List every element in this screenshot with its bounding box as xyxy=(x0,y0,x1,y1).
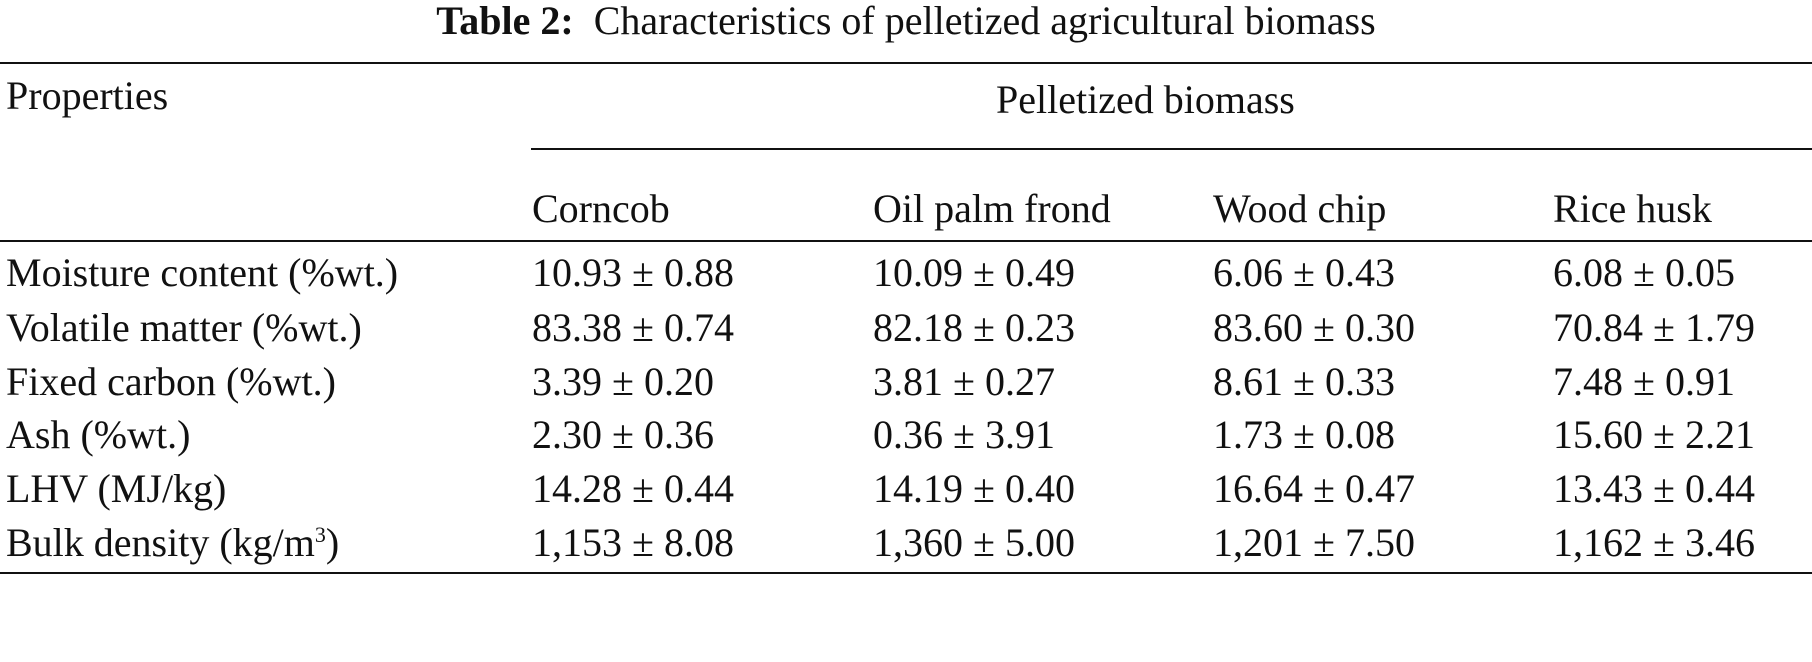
column-header-oil-palm-frond: Oil palm frond xyxy=(873,186,1111,231)
table-caption: Table 2: Characteristics of pelletized a… xyxy=(0,0,1812,44)
cell-lhv-rice-husk: 13.43 ± 0.44 xyxy=(1553,466,1755,511)
top-rule xyxy=(0,62,1812,64)
table-caption-label: Table 2: xyxy=(436,0,574,43)
group-header-rule xyxy=(531,148,1812,150)
cell-moisture-rice-husk: 6.08 ± 0.05 xyxy=(1553,250,1735,295)
property-bulk-density-superscript: 3 xyxy=(314,522,326,547)
property-bulk-density: Bulk density (kg/m3) xyxy=(6,520,339,566)
cell-lhv-wood-chip: 16.64 ± 0.47 xyxy=(1213,466,1415,511)
cell-ash-corncob: 2.30 ± 0.36 xyxy=(532,412,714,457)
cell-volatile-rice-husk: 70.84 ± 1.79 xyxy=(1553,305,1755,350)
cell-volatile-corncob: 83.38 ± 0.74 xyxy=(532,305,734,350)
cell-ash-oil-palm-frond: 0.36 ± 3.91 xyxy=(873,412,1055,457)
cell-moisture-oil-palm-frond: 10.09 ± 0.49 xyxy=(873,250,1075,295)
bottom-rule xyxy=(0,572,1812,574)
header-bottom-rule xyxy=(0,240,1812,242)
cell-fixed-carbon-rice-husk: 7.48 ± 0.91 xyxy=(1553,359,1735,404)
cell-ash-wood-chip: 1.73 ± 0.08 xyxy=(1213,412,1395,457)
property-moisture-content: Moisture content (%wt.) xyxy=(6,250,399,295)
column-header-corncob: Corncob xyxy=(532,186,670,231)
cell-volatile-oil-palm-frond: 82.18 ± 0.23 xyxy=(873,305,1075,350)
cell-bulk-density-corncob: 1,153 ± 8.08 xyxy=(532,520,734,565)
property-lhv: LHV (MJ/kg) xyxy=(6,466,227,511)
cell-volatile-wood-chip: 83.60 ± 0.30 xyxy=(1213,305,1415,350)
cell-bulk-density-wood-chip: 1,201 ± 7.50 xyxy=(1213,520,1415,565)
column-header-rice-husk: Rice husk xyxy=(1553,186,1712,231)
cell-lhv-corncob: 14.28 ± 0.44 xyxy=(532,466,734,511)
property-ash: Ash (%wt.) xyxy=(6,412,191,457)
property-volatile-matter: Volatile matter (%wt.) xyxy=(6,305,362,350)
column-header-wood-chip: Wood chip xyxy=(1213,186,1387,231)
table-caption-title: Characteristics of pelletized agricultur… xyxy=(593,0,1376,43)
cell-fixed-carbon-wood-chip: 8.61 ± 0.33 xyxy=(1213,359,1395,404)
cell-bulk-density-oil-palm-frond: 1,360 ± 5.00 xyxy=(873,520,1075,565)
property-fixed-carbon: Fixed carbon (%wt.) xyxy=(6,359,336,404)
cell-fixed-carbon-corncob: 3.39 ± 0.20 xyxy=(532,359,714,404)
cell-ash-rice-husk: 15.60 ± 2.21 xyxy=(1553,412,1755,457)
cell-lhv-oil-palm-frond: 14.19 ± 0.40 xyxy=(873,466,1075,511)
cell-moisture-wood-chip: 6.06 ± 0.43 xyxy=(1213,250,1395,295)
property-bulk-density-suffix: ) xyxy=(325,520,340,565)
cell-fixed-carbon-oil-palm-frond: 3.81 ± 0.27 xyxy=(873,359,1055,404)
property-bulk-density-text: Bulk density (kg/m xyxy=(6,520,315,565)
cell-bulk-density-rice-husk: 1,162 ± 3.46 xyxy=(1553,520,1755,565)
cell-moisture-corncob: 10.93 ± 0.88 xyxy=(532,250,734,295)
group-header: Pelletized biomass xyxy=(996,77,1295,122)
row-header-label: Properties xyxy=(6,73,169,118)
